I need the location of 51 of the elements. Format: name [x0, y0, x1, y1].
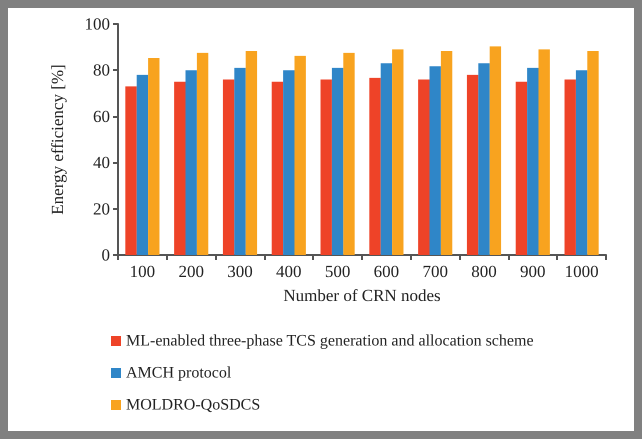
bar: [538, 49, 550, 255]
y-axis-title: Energy efficiency [%]: [48, 64, 67, 215]
y-tick-label: 80: [93, 60, 110, 80]
x-tick-label: 700: [422, 262, 448, 281]
x-tick-label: 1000: [564, 262, 599, 281]
bar: [125, 86, 137, 255]
y-tick-label: 60: [93, 106, 110, 126]
bar: [516, 82, 528, 255]
bar: [174, 82, 186, 255]
y-tick-label: 0: [102, 246, 110, 264]
bar: [418, 79, 430, 255]
x-tick-label: 100: [130, 262, 156, 281]
bar: [564, 79, 576, 255]
bar: [136, 74, 148, 255]
bar: [272, 82, 284, 255]
bar: [478, 63, 490, 255]
x-tick-label: 300: [227, 262, 253, 281]
bar: [186, 70, 197, 255]
x-axis-title: Number of CRN nodes: [283, 286, 441, 305]
x-tick-label: 800: [471, 262, 497, 281]
y-tick-label: 20: [93, 199, 110, 218]
bar: [369, 78, 381, 255]
legend-label: MOLDRO-QoSDCS: [126, 396, 260, 414]
x-tick-label: 200: [178, 262, 204, 281]
bar: [148, 58, 160, 255]
bar: [283, 70, 294, 255]
bar: [196, 52, 208, 255]
bar: [392, 49, 404, 255]
bar: [343, 52, 355, 255]
legend-label: ML-enabled three-phase TCS generation and allocation scheme: [126, 332, 534, 350]
x-tick-label: 400: [276, 262, 302, 281]
x-tick-label: 900: [520, 262, 546, 281]
bar: [222, 79, 234, 255]
bar: [246, 51, 258, 255]
x-tick-label: 500: [324, 262, 350, 281]
bar: [466, 74, 478, 255]
bar: [320, 79, 332, 255]
y-tick-label: 100: [84, 14, 110, 34]
y-tick-label: 40: [93, 153, 110, 172]
bar: [234, 68, 246, 255]
bar: [294, 56, 306, 255]
bar: [527, 68, 538, 255]
bar: [440, 51, 452, 255]
bar: [587, 51, 599, 255]
bar: [430, 66, 441, 255]
legend-label: AMCH protocol: [126, 364, 232, 382]
bar: [576, 70, 588, 255]
bar: [332, 68, 344, 255]
x-tick-label: 600: [374, 262, 400, 281]
bar: [380, 63, 392, 255]
bar: [490, 46, 502, 255]
